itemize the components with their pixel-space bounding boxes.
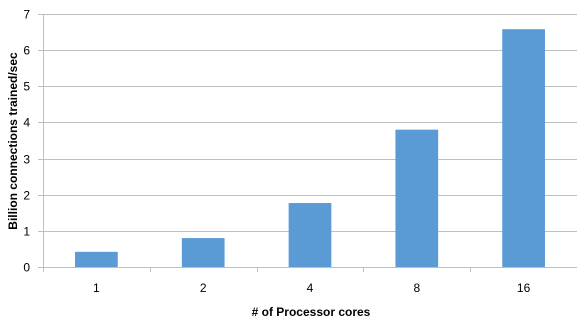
x-axis-title: # of Processor cores xyxy=(252,305,371,319)
y-tick-label: 5 xyxy=(23,80,30,94)
x-tick-labels: 1 2 4 8 16 xyxy=(93,281,531,295)
y-axis-title: Billion connections trained/sec xyxy=(6,52,20,230)
y-tick-labels: 0 1 2 3 4 5 6 7 xyxy=(23,8,30,275)
y-tick-label: 0 xyxy=(23,261,30,275)
y-tick-label: 6 xyxy=(23,44,30,58)
bar-4 xyxy=(288,203,332,267)
bars xyxy=(75,29,545,268)
y-tick-label: 2 xyxy=(23,189,30,203)
x-tick-label: 8 xyxy=(413,281,420,295)
y-tick-label: 1 xyxy=(23,225,30,239)
x-tick-label: 1 xyxy=(93,281,100,295)
axes xyxy=(38,14,577,272)
y-tick-label: 7 xyxy=(23,8,30,22)
y-tick-label: 3 xyxy=(23,153,30,167)
x-tick-label: 4 xyxy=(307,281,314,295)
bar-1 xyxy=(75,251,118,267)
bar-8 xyxy=(395,129,439,267)
y-tick-label: 4 xyxy=(23,116,30,130)
x-tick-label: 2 xyxy=(200,281,207,295)
gridlines xyxy=(43,14,577,232)
x-tick-label: 16 xyxy=(517,281,531,295)
bar-2 xyxy=(181,238,225,267)
bar-16 xyxy=(502,29,545,268)
